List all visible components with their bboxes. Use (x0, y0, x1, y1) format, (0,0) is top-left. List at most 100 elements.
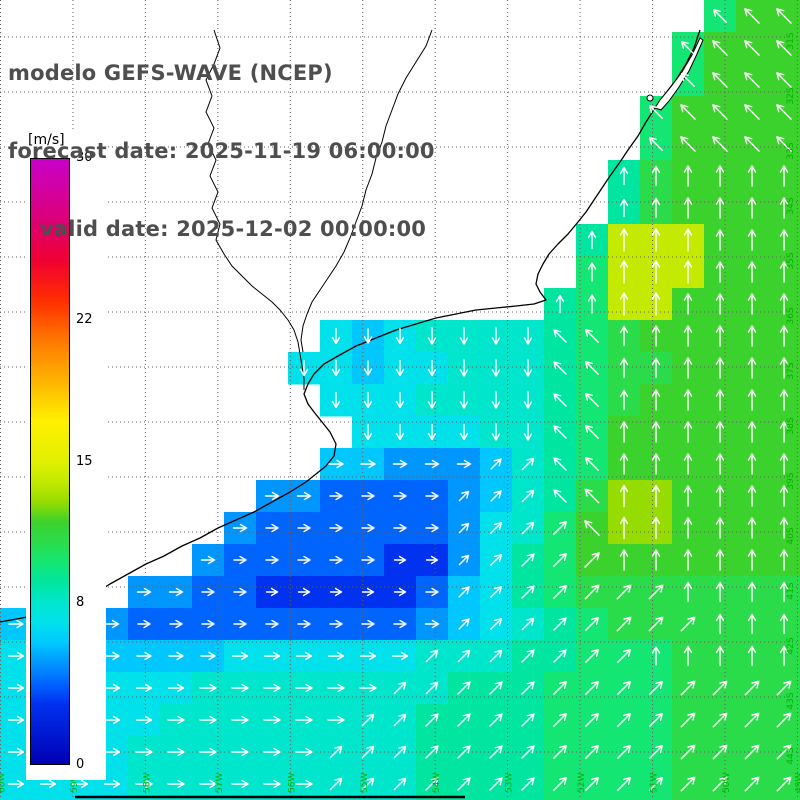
wind-arrow (744, 104, 760, 120)
colorbar-gradient (30, 158, 70, 765)
wind-arrow (329, 491, 343, 501)
wind-arrow (747, 293, 757, 315)
latitude-label: 32S (786, 87, 796, 104)
wind-arrow (552, 776, 568, 792)
wind-arrow (651, 292, 661, 316)
wind-arrow (683, 389, 693, 411)
wind-arrow (712, 776, 728, 792)
wind-arrow (297, 555, 311, 565)
wind-arrow (747, 421, 757, 443)
wind-arrow (491, 327, 501, 345)
wind-arrow (361, 555, 375, 565)
wind-arrow (299, 359, 309, 377)
wind-arrow (619, 421, 629, 443)
wind-arrow (779, 293, 789, 315)
wind-arrow (169, 619, 183, 629)
wind-arrow (7, 779, 25, 789)
wind-arrow (393, 587, 407, 597)
wind-arrow (553, 457, 567, 471)
wind-arrow (552, 680, 568, 696)
wind-arrow (616, 680, 632, 696)
wind-arrow (747, 485, 757, 507)
wind-arrow (393, 713, 407, 727)
wind-arrow (587, 294, 597, 314)
wind-arrow (683, 453, 693, 475)
wind-arrow (327, 715, 345, 725)
wind-arrow (680, 776, 696, 792)
wind-arrow (553, 329, 567, 343)
wind-arrow (263, 747, 281, 757)
wind-arrow (619, 389, 629, 411)
wind-arrow (137, 619, 151, 629)
wind-arrow (427, 391, 437, 409)
wind-arrow (715, 645, 725, 667)
longitude-label: 53W (505, 773, 515, 793)
wind-arrow (553, 489, 567, 503)
wind-arrow (651, 646, 661, 666)
wind-arrow (619, 549, 629, 571)
wind-arrow (489, 777, 503, 791)
wind-arrow (200, 555, 216, 565)
wind-arrow (135, 715, 153, 725)
wind-arrow (779, 549, 789, 571)
wind-arrow (103, 779, 121, 789)
wind-arrow (491, 423, 501, 441)
axis-labels: 60W 59W 58W 57W 56W 55W 54W 53W 52W 51W 50W 49W 31S 3… (0, 32, 800, 793)
wind-arrow (648, 104, 664, 120)
wind-arrow (680, 72, 696, 88)
wind-arrow (651, 549, 661, 571)
wind-arrow (167, 683, 185, 693)
wind-arrow (779, 165, 789, 187)
wind-arrow (779, 581, 789, 603)
wind-arrow (523, 423, 533, 441)
wind-arrow (747, 197, 757, 219)
wind-arrow (648, 712, 664, 728)
wind-arrow (331, 327, 341, 345)
wind-arrow (715, 293, 725, 315)
wind-arrow (715, 453, 725, 475)
wind-arrow (776, 72, 792, 88)
wind-arrow (651, 165, 661, 187)
wind-arrow (648, 776, 664, 792)
wind-arrow (327, 683, 345, 693)
wind-arrow (680, 616, 696, 632)
wind-arrow (263, 651, 281, 661)
wind-arrow (363, 328, 373, 344)
wind-arrow (776, 680, 792, 696)
latitude-label: 34S (786, 197, 796, 214)
wind-arrow (395, 391, 405, 409)
colorbar-tick-label: 30 (76, 150, 93, 165)
wind-arrow (329, 523, 343, 533)
longitude-label: 55W (360, 773, 370, 793)
wind-arrow (424, 459, 440, 469)
wind-arrow (552, 744, 568, 760)
coastal-lagoon (654, 37, 704, 111)
longitude-label: 58W (142, 773, 152, 793)
forecast-date-label: forecast date: 2025-11-19 06:00:00 (8, 139, 435, 163)
wind-arrow (715, 325, 725, 347)
wind-arrow (329, 619, 343, 629)
wind-arrow (715, 421, 725, 443)
wind-arrow (459, 423, 469, 441)
wind-arrow (715, 165, 725, 187)
wind-arrow (265, 587, 279, 597)
wind-arrow (683, 228, 693, 252)
wind-arrow (199, 715, 217, 725)
wind-arrow (715, 549, 725, 571)
wind-arrow (104, 619, 120, 629)
wind-arrow (683, 197, 693, 219)
wind-arrow (489, 521, 503, 535)
wind-arrow (295, 683, 313, 693)
wind-arrow (71, 779, 89, 789)
wind-arrow (359, 651, 377, 661)
wind-arrow (489, 745, 503, 759)
latitude-label: 40S (786, 527, 796, 544)
wind-arrow (458, 554, 470, 566)
valid-date-label: valid date: 2025-12-02 00:00:00 (40, 217, 427, 241)
wind-arrow (263, 715, 281, 725)
latitude-label: 35S (786, 252, 796, 269)
wind-arrow (744, 8, 760, 24)
wind-arrow (584, 488, 600, 504)
colorbar-tick-label: 0 (76, 757, 85, 772)
wind-arrow (167, 779, 185, 789)
